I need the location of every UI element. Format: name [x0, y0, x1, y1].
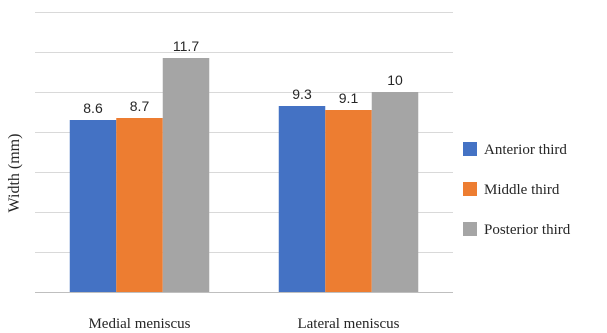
bar-anterior-third-medial-meniscus: [69, 120, 117, 292]
bar-posterior-third-lateral-meniscus: [371, 92, 419, 292]
data-labels: 8.6 8.7 11.7 9.3 9.1 10: [83, 38, 403, 116]
data-label: 9.3: [292, 86, 312, 102]
legend-label: Anterior third: [484, 142, 567, 158]
legend-label: Posterior third: [484, 222, 571, 238]
data-label: 8.6: [83, 100, 103, 116]
legend-swatch: [463, 222, 477, 236]
bar-middle-third-medial-meniscus: [116, 118, 163, 292]
legend: Anterior third Middle third Posterior thir…: [463, 142, 571, 238]
bar-anterior-third-lateral-meniscus: [278, 106, 326, 292]
bar-middle-third-lateral-meniscus: [325, 110, 372, 292]
legend-label: Middle third: [484, 182, 560, 198]
data-label: 11.7: [173, 38, 199, 54]
bars: [69, 58, 419, 292]
y-axis-title: Width (mm): [6, 134, 23, 213]
bar-posterior-third-medial-meniscus: [162, 58, 210, 292]
category-labels: Medial meniscus Lateral meniscus: [88, 316, 399, 332]
category-label: Medial meniscus: [88, 316, 190, 332]
data-label: 9.1: [339, 90, 359, 106]
legend-swatch: [463, 142, 477, 156]
data-label: 10: [387, 72, 403, 88]
legend-swatch: [463, 182, 477, 196]
category-label: Lateral meniscus: [297, 316, 399, 332]
data-label: 8.7: [130, 98, 150, 114]
